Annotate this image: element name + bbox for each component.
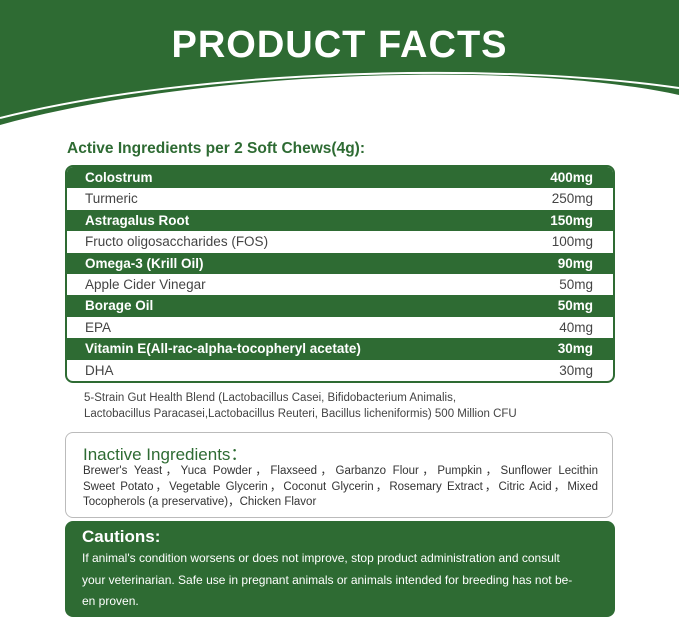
ingredient-amount: 50mg <box>559 276 593 292</box>
ingredient-amount: 30mg <box>557 341 593 357</box>
ingredient-name: Astragalus Root <box>85 212 190 228</box>
ingredient-row: Borage Oil 50mg <box>67 295 613 317</box>
inactive-heading: Inactive Ingredients： <box>83 445 248 464</box>
inactive-text: Brewer's Yeast，Yuca Powder，Flaxseed，Garb… <box>83 464 598 511</box>
cautions-text: If animal's condition worsens or does no… <box>82 548 572 613</box>
ingredient-amount: 250mg <box>551 191 593 207</box>
ingredient-row: Astragalus Root 150mg <box>67 209 613 232</box>
note-line: Lactobacillus Paracasei,Lactobacillus Re… <box>84 408 517 420</box>
ingredient-name: Omega-3 (Krill Oil) <box>85 255 204 271</box>
ingredient-row: Apple Cider Vinegar 50mg <box>67 274 613 295</box>
ingredient-amount: 30mg <box>559 362 593 378</box>
note-line: 5-Strain Gut Health Blend (Lactobacillus… <box>84 392 457 404</box>
ingredient-name: EPA <box>85 319 112 335</box>
caution-line: en proven. <box>82 594 139 608</box>
ingredient-row: Turmeric 250mg <box>67 188 613 209</box>
ingredient-row: EPA 40mg <box>67 317 613 338</box>
ingredient-name: Vitamin E(All-rac-alpha-tocopheryl aceta… <box>85 341 361 357</box>
inactive-line: Sweet Potato，Vegetable Glycerin，Coconut … <box>83 480 598 493</box>
ingredient-row: Vitamin E(All-rac-alpha-tocopheryl aceta… <box>67 338 613 360</box>
inactive-box: Inactive Ingredients： Brewer's Yeast，Yuc… <box>65 432 613 518</box>
ingredient-amount: 90mg <box>557 255 593 271</box>
ingredient-name: Apple Cider Vinegar <box>85 276 206 292</box>
inactive-line: Tocopherols (a preservative)，Chicken Fla… <box>83 496 317 508</box>
ingredient-row: Fructo oligosaccharides (FOS) 100mg <box>67 231 613 252</box>
title: PRODUCT FACTS <box>171 24 508 66</box>
inactive-line: Brewer's Yeast，Yuca Powder，Flaxseed，Garb… <box>83 465 598 477</box>
ingredient-name: Turmeric <box>85 191 138 207</box>
ingredient-row: Omega-3 (Krill Oil) 90mg <box>67 252 613 274</box>
cautions-heading: Cautions: <box>82 527 161 546</box>
ingredient-name: Borage Oil <box>85 298 154 314</box>
ingredient-name: Colostrum <box>85 170 153 185</box>
header-band <box>0 0 679 125</box>
blend-note: 5-Strain Gut Health Blend (Lactobacillus… <box>84 390 517 422</box>
active-table: Colostrum 400mg Turmeric 250mg Astragalus Ro… <box>65 165 615 383</box>
ingredient-amount: 100mg <box>551 234 593 250</box>
ingredient-row: DHA 30mg <box>67 360 613 381</box>
cautions-box: Cautions: If animal's condition worsens … <box>65 521 615 617</box>
ingredient-name: DHA <box>85 362 114 378</box>
active-heading: Active Ingredients per 2 Soft Chews(4g): <box>67 140 365 157</box>
caution-line: If animal's condition worsens or does no… <box>82 551 560 565</box>
ingredient-amount: 400mg <box>550 170 593 185</box>
ingredient-amount: 150mg <box>550 212 593 228</box>
caution-line: your veterinarian. Safe use in pregnant … <box>82 572 573 587</box>
ingredient-amount: 40mg <box>559 319 593 335</box>
ingredient-amount: 50mg <box>557 298 593 314</box>
ingredient-name: Fructo oligosaccharides (FOS) <box>85 234 269 250</box>
ingredient-row: Colostrum 400mg <box>67 167 613 189</box>
